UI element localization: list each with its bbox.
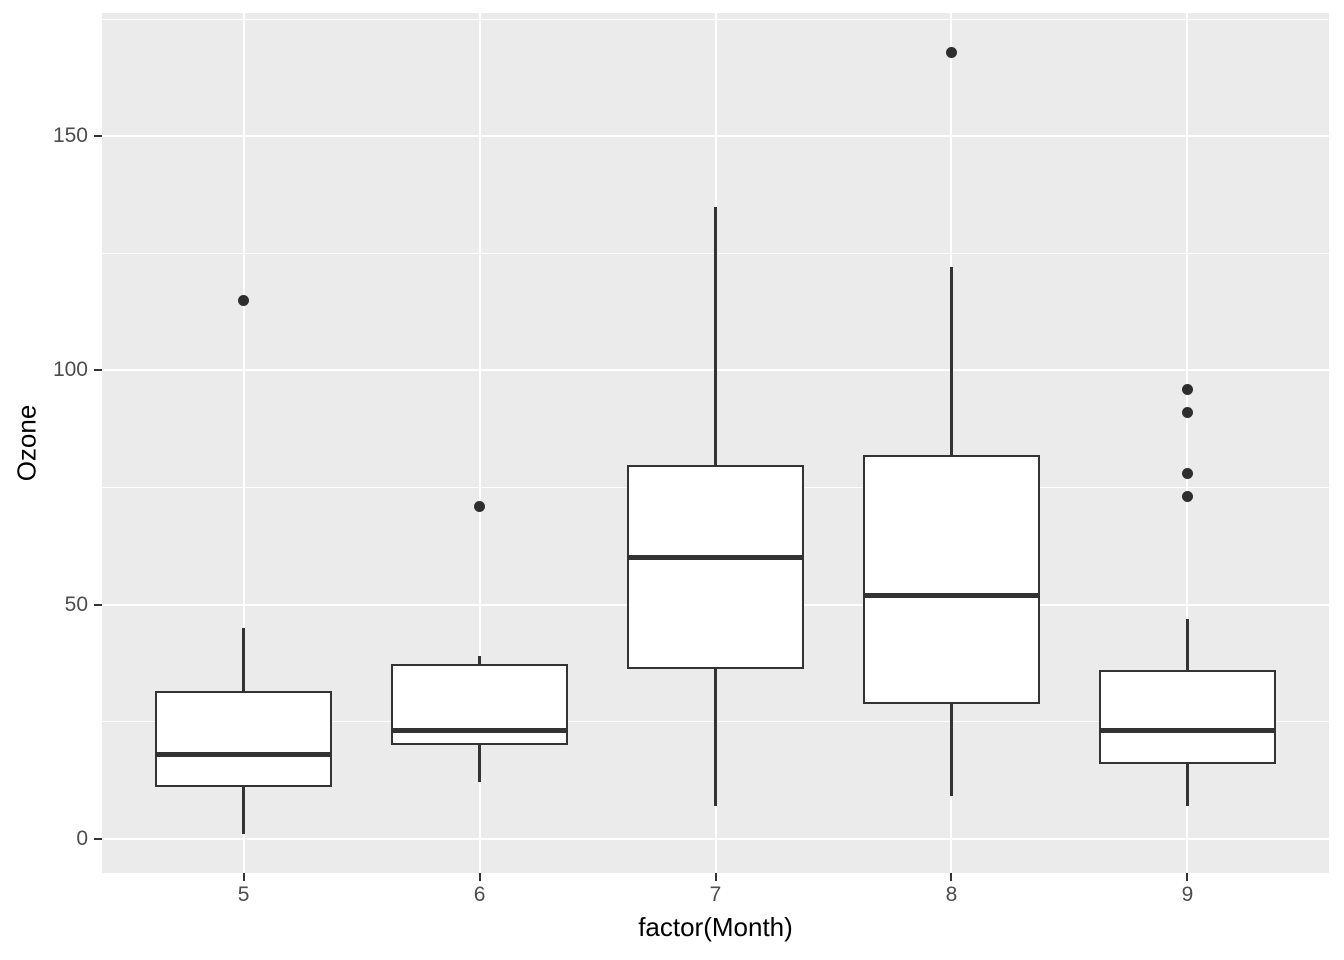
x-tick-label: 6 [473, 883, 486, 906]
upper-whisker-month-8 [950, 267, 953, 455]
box-month-7 [627, 465, 804, 669]
x-tick-label: 9 [1181, 883, 1194, 906]
y-tick-label: 100 [52, 358, 88, 382]
x-tick-label: 5 [237, 883, 250, 906]
lower-whisker-month-9 [1186, 763, 1189, 806]
y-tick-label: 0 [76, 826, 88, 850]
outlier-point-month-9 [1181, 407, 1193, 419]
outlier-point-month-5 [238, 294, 250, 306]
box-month-5 [155, 691, 333, 788]
x-tick-mark [478, 873, 481, 881]
x-major-gridline [478, 13, 481, 873]
y-axis-title: Ozone [11, 404, 42, 482]
plot-panel [102, 13, 1329, 873]
y-tick-label: 150 [52, 124, 88, 148]
outlier-point-month-9 [1181, 383, 1193, 395]
upper-whisker-month-7 [714, 206, 717, 466]
y-tick-mark [94, 837, 102, 840]
x-tick-label: 8 [945, 883, 958, 906]
x-major-gridline [242, 13, 245, 873]
x-tick-mark [242, 873, 245, 881]
y-tick-mark [94, 135, 102, 138]
lower-whisker-month-8 [950, 703, 953, 797]
box-month-9 [1098, 670, 1276, 764]
y-tick-label: 50 [64, 592, 88, 616]
median-line-month-9 [1098, 728, 1276, 734]
median-line-month-5 [155, 751, 333, 757]
y-tick-mark [94, 603, 102, 606]
box-month-8 [862, 454, 1040, 704]
outlier-point-month-9 [1181, 491, 1193, 503]
x-tick-mark [1186, 873, 1189, 881]
x-tick-mark [950, 873, 953, 881]
lower-whisker-month-5 [242, 787, 245, 834]
median-line-month-8 [862, 592, 1040, 598]
x-tick-label: 7 [709, 883, 722, 906]
median-line-month-6 [391, 728, 569, 734]
outlier-point-month-9 [1181, 467, 1193, 479]
upper-whisker-month-9 [1186, 618, 1189, 671]
x-tick-mark [714, 873, 717, 881]
x-major-gridline [1186, 13, 1189, 873]
lower-whisker-month-7 [714, 668, 717, 806]
upper-whisker-month-5 [242, 627, 245, 692]
median-line-month-7 [627, 555, 804, 561]
outlier-point-month-8 [945, 46, 957, 58]
x-axis-title: factor(Month) [638, 912, 793, 942]
lower-whisker-month-6 [478, 744, 481, 783]
upper-whisker-month-6 [478, 656, 481, 665]
outlier-point-month-6 [474, 500, 486, 512]
y-tick-mark [94, 369, 102, 372]
